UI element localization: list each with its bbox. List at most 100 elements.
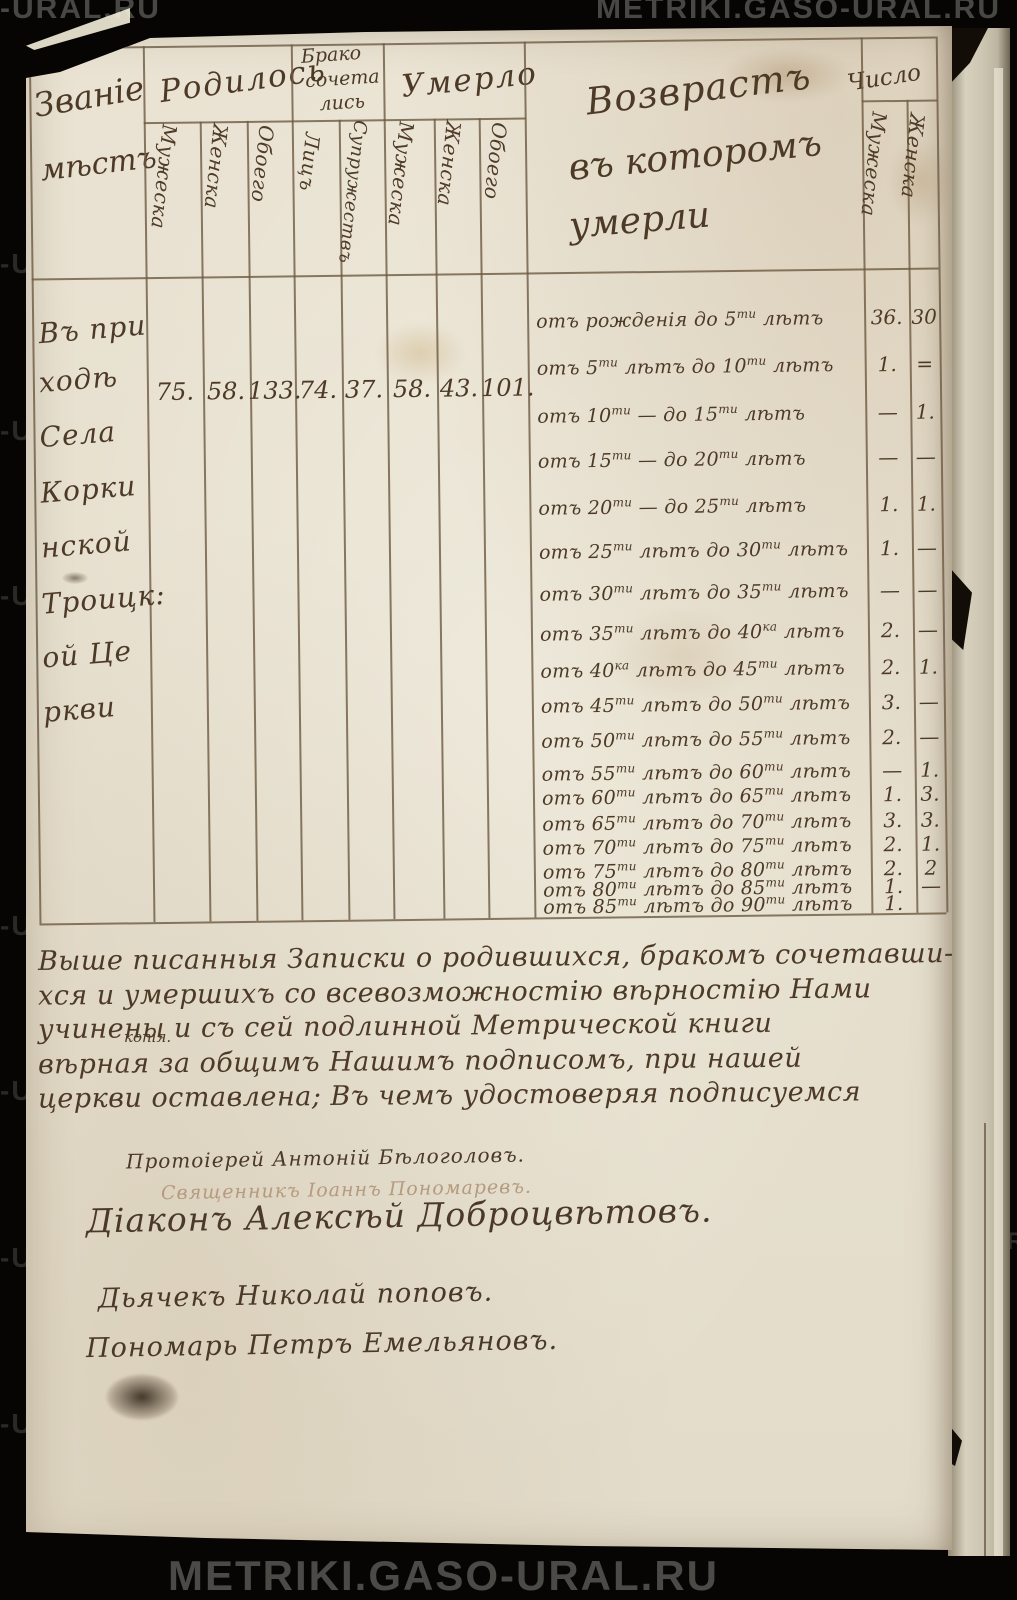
age-row-label: отъ 10ти — до 15ти лѣтъ — [537, 401, 806, 428]
age-row-male-count: 3. — [883, 807, 903, 833]
sub-column-header: Женска — [896, 111, 930, 200]
group-header-married: сочета — [304, 65, 381, 93]
page-edge-highlight — [994, 68, 1003, 1556]
age-row-female-count: — — [916, 535, 938, 560]
age-row-female-count: 1. — [918, 654, 939, 679]
total-value: 75. — [155, 377, 195, 407]
document-page: Званіе мѣстъ Родилось Брако сочета лись … — [26, 26, 952, 1550]
total-value: 37. — [344, 375, 384, 404]
age-row-female-count: 1. — [915, 399, 935, 424]
age-row-female-count: — — [917, 617, 939, 642]
age-row-male-count: 1. — [877, 351, 897, 377]
total-value: 101. — [480, 373, 535, 403]
watermark-text: -URAL.RU — [0, 0, 161, 25]
page-gap — [948, 28, 988, 86]
parish-name-line: Села — [38, 414, 118, 455]
age-row-male-count: 1. — [879, 491, 899, 517]
total-value: 133. — [247, 376, 302, 405]
age-row-female-count: 1. — [916, 491, 937, 516]
attestation-line: учинены и съ сей подлинной Метрической к… — [37, 1007, 773, 1046]
age-row-male-count: — — [877, 399, 898, 425]
parish-name-line: Корки — [38, 468, 138, 510]
age-row-male-count: 1. — [884, 890, 904, 916]
sub-column-header: Обоего — [246, 123, 279, 204]
group-header-married: лись — [318, 90, 366, 116]
age-row-label: отъ рожденія до 5ти лѣтъ — [536, 306, 824, 333]
watermark-text: METRIKI.GASO-URAL.RU — [596, 0, 1001, 25]
sub-column-header: Мужеска — [383, 120, 419, 228]
age-row-female-count: — — [920, 873, 942, 898]
column-header-age: Возврастъ — [583, 54, 814, 124]
sub-column-header: Женска — [199, 122, 233, 211]
age-row-female-count: — — [915, 444, 936, 469]
total-value: 58. — [206, 376, 246, 406]
parish-name-line: ой Це — [40, 634, 134, 675]
table-line — [246, 120, 259, 921]
age-row-female-count: 30 — [911, 304, 938, 329]
age-row-male-count: 2. — [882, 724, 902, 750]
column-header-zvanie: Званіе — [30, 67, 148, 125]
table-line — [143, 117, 526, 125]
age-row-label: отъ 50ти лѣтъ до 55ти лѣтъ — [541, 726, 851, 753]
sub-column-header: Женска — [432, 119, 466, 208]
column-header-age: умерли — [567, 194, 712, 247]
age-row-male-count: 1. — [882, 781, 903, 807]
age-row-female-count: — — [918, 689, 939, 714]
age-row-male-count: 2. — [880, 617, 901, 643]
age-row-female-count: 3. — [920, 781, 940, 806]
age-row-female-count: — — [917, 577, 938, 602]
total-value: 74. — [298, 375, 338, 405]
watermark-text: METRIKI.GASO-URAL.RU — [168, 1552, 719, 1599]
age-row-male-count: 36. — [870, 304, 903, 330]
age-row-male-count: 2. — [881, 654, 901, 680]
parish-name-line: Троицк: — [40, 577, 167, 621]
age-row-label: отъ 60ти лѣтъ до 65ти лѣтъ — [541, 783, 852, 810]
age-row-female-count: 1. — [920, 831, 941, 856]
total-value: 43. — [439, 374, 479, 403]
total-value: 58. — [392, 374, 432, 404]
age-row-male-count: — — [878, 444, 899, 470]
parish-name-line: Въ при — [37, 308, 148, 351]
age-row-label: отъ 65ти лѣтъ до 70ти лѣтъ — [542, 809, 852, 836]
sub-column-header: Лицъ — [294, 131, 325, 193]
age-row-male-count: — — [882, 757, 903, 783]
age-row-label: отъ 20ти — до 25ти лѣтъ — [538, 493, 807, 520]
parish-name-line: ходѣ — [37, 359, 120, 400]
age-row-label: отъ 40ка лѣтъ до 45ти лѣтъ — [540, 656, 846, 683]
age-row-label: отъ 15ти — до 20ти лѣтъ — [537, 446, 806, 473]
age-row-female-count: 3. — [920, 807, 940, 832]
table-line — [199, 121, 212, 922]
age-row-male-count: 3. — [881, 689, 902, 715]
book-fore-edge — [948, 28, 1010, 1556]
parish-name-line: ркви — [41, 690, 118, 729]
age-row-label: отъ 25ти лѣтъ до 30ти лѣтъ — [538, 537, 849, 564]
age-row-female-count: — — [919, 724, 940, 749]
age-row-label: отъ 70ти лѣтъ до 75ти лѣтъ — [542, 833, 853, 860]
group-header-count: Число — [845, 59, 923, 97]
parish-name-line: нской — [39, 524, 133, 565]
age-row-label: отъ 85ти лѣтъ до 90ти лѣтъ — [543, 892, 853, 919]
sub-column-header: Обоего — [479, 121, 512, 201]
age-row-label: отъ 55ти лѣтъ до 60ти лѣтъ — [541, 759, 852, 786]
table-line — [478, 118, 491, 919]
age-row-label: отъ 35ти лѣтъ до 40ка лѣтъ — [539, 619, 845, 646]
age-row-label: отъ 45ти лѣтъ до 50ти лѣтъ — [540, 691, 851, 718]
page-gap — [950, 568, 972, 650]
age-row-label: отъ 5ти лѣтъ до 10ти лѣтъ — [536, 353, 834, 380]
page-crease — [984, 1123, 986, 1556]
sub-column-header: Мужеска — [146, 123, 182, 231]
column-header-zvanie: мѣстъ — [38, 140, 159, 189]
group-header-died: Умерло — [399, 55, 540, 105]
table-line — [31, 267, 939, 281]
age-row-male-count: 1. — [879, 535, 900, 561]
column-header-age: въ которомъ — [566, 122, 824, 189]
table-line — [523, 41, 537, 918]
table-line — [28, 36, 936, 50]
age-row-male-count: — — [879, 577, 901, 603]
table-line — [433, 118, 446, 919]
age-row-male-count: 2. — [883, 831, 903, 857]
table-line — [861, 99, 938, 103]
attestation-insertion: копія. — [124, 1028, 172, 1046]
age-row-female-count: = — [916, 351, 934, 376]
age-row-female-count: 1. — [919, 757, 940, 782]
